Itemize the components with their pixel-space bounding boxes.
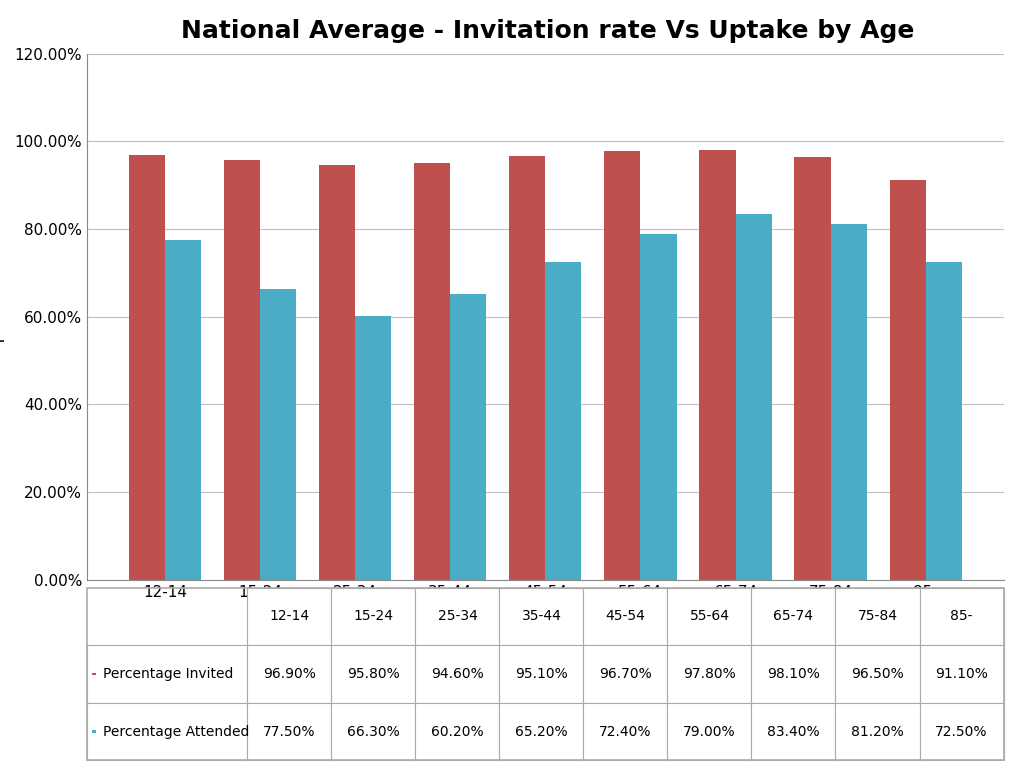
Bar xyxy=(416,703,500,760)
Text: National Average - Invitation rate Vs Uptake by Age: National Average - Invitation rate Vs Up… xyxy=(181,19,914,43)
Text: 95.80%: 95.80% xyxy=(347,667,399,681)
Bar xyxy=(165,240,201,580)
Bar xyxy=(920,588,1004,645)
Bar xyxy=(920,645,1004,703)
Text: 85-: 85- xyxy=(950,609,973,624)
Text: 55-64: 55-64 xyxy=(689,609,729,624)
Bar xyxy=(752,588,836,645)
Bar xyxy=(500,703,584,760)
Bar xyxy=(224,160,260,580)
Text: 45-54: 45-54 xyxy=(605,609,645,624)
Bar xyxy=(604,151,640,580)
Bar xyxy=(416,588,500,645)
Text: 79.00%: 79.00% xyxy=(683,724,736,739)
Text: Percentage Attended: Percentage Attended xyxy=(103,724,250,739)
Bar xyxy=(668,703,752,760)
Bar xyxy=(451,294,486,580)
Bar xyxy=(584,703,668,760)
Bar xyxy=(500,588,584,645)
Text: 65-74: 65-74 xyxy=(773,609,813,624)
Bar xyxy=(836,703,920,760)
Bar xyxy=(91,730,96,733)
Bar xyxy=(752,645,836,703)
Text: 98.10%: 98.10% xyxy=(767,667,820,681)
Bar xyxy=(248,645,332,703)
Bar xyxy=(640,233,677,580)
Bar xyxy=(668,645,752,703)
Bar xyxy=(248,703,332,760)
Text: 97.80%: 97.80% xyxy=(683,667,736,681)
Bar xyxy=(129,155,165,580)
Text: 94.60%: 94.60% xyxy=(431,667,483,681)
Text: 96.50%: 96.50% xyxy=(851,667,904,681)
Bar xyxy=(836,588,920,645)
Text: 77.50%: 77.50% xyxy=(263,724,315,739)
Text: 83.40%: 83.40% xyxy=(767,724,820,739)
Text: 66.30%: 66.30% xyxy=(347,724,399,739)
Bar xyxy=(87,703,248,760)
Text: 96.90%: 96.90% xyxy=(263,667,315,681)
Bar xyxy=(699,150,735,580)
Bar xyxy=(355,316,391,580)
Bar xyxy=(795,157,830,580)
Bar xyxy=(500,645,584,703)
Y-axis label: Population: Population xyxy=(0,273,3,360)
Bar xyxy=(414,163,451,580)
Bar xyxy=(545,263,582,580)
Text: 95.10%: 95.10% xyxy=(515,667,568,681)
Bar xyxy=(416,645,500,703)
Text: 72.40%: 72.40% xyxy=(599,724,651,739)
Bar xyxy=(752,703,836,760)
Bar xyxy=(584,645,668,703)
Text: 65.20%: 65.20% xyxy=(515,724,567,739)
Bar xyxy=(332,588,416,645)
Text: 72.50%: 72.50% xyxy=(935,724,988,739)
Bar xyxy=(668,588,752,645)
Bar xyxy=(584,588,668,645)
Bar xyxy=(318,165,355,580)
Text: 91.10%: 91.10% xyxy=(935,667,988,681)
Text: 12-14: 12-14 xyxy=(269,609,309,624)
Bar xyxy=(890,180,926,580)
Text: 96.70%: 96.70% xyxy=(599,667,652,681)
Bar xyxy=(836,645,920,703)
Bar xyxy=(920,703,1004,760)
Text: 35-44: 35-44 xyxy=(521,609,561,624)
Bar xyxy=(248,588,332,645)
Bar xyxy=(91,673,96,675)
Bar xyxy=(926,262,962,580)
Bar xyxy=(509,156,546,580)
Bar xyxy=(332,645,416,703)
Bar xyxy=(735,214,772,580)
Bar xyxy=(260,290,296,580)
Text: 15-24: 15-24 xyxy=(353,609,393,624)
Text: 81.20%: 81.20% xyxy=(851,724,904,739)
Text: 60.20%: 60.20% xyxy=(431,724,483,739)
Bar xyxy=(87,645,248,703)
Bar xyxy=(830,223,866,580)
Text: 75-84: 75-84 xyxy=(857,609,897,624)
Text: Percentage Invited: Percentage Invited xyxy=(103,667,233,681)
Text: 25-34: 25-34 xyxy=(437,609,477,624)
Bar xyxy=(332,703,416,760)
